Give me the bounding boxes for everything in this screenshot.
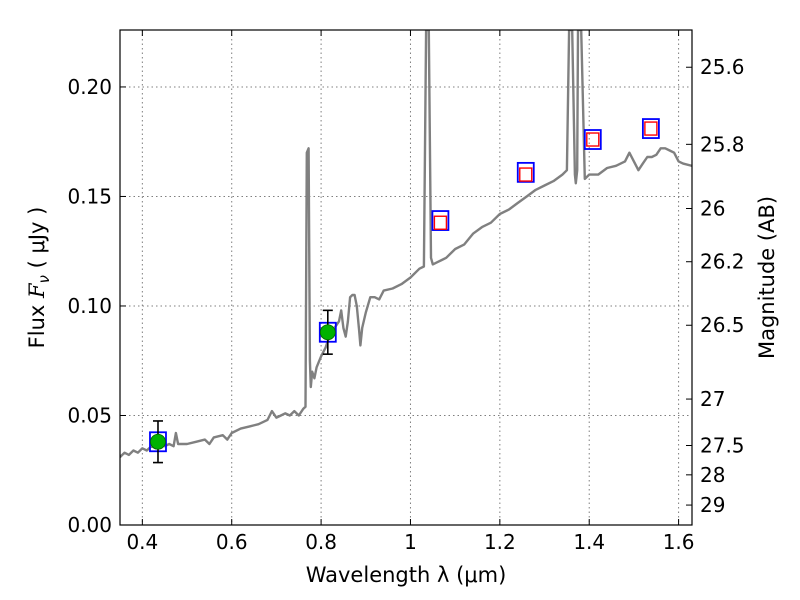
y2-tick-label: 26.2 <box>700 250 745 274</box>
detection-point <box>150 433 166 450</box>
y2-tick-label: 26.5 <box>700 313 745 337</box>
spectrum-line <box>120 30 692 458</box>
y2-tick-label: 26 <box>700 197 725 221</box>
x-tick-label: 0.4 <box>126 530 158 554</box>
y2-tick-label: 29 <box>700 493 725 517</box>
inner-box-marker <box>586 132 600 147</box>
y-tick-label: 0.20 <box>67 75 112 99</box>
model-box-marker <box>641 118 660 139</box>
y-tick-label: 0.10 <box>67 294 112 318</box>
inner-box-marker <box>519 167 533 182</box>
y2-tick-label: 25.8 <box>700 132 745 156</box>
y-axis-title-subscript: ν <box>35 275 53 283</box>
y2-tick-label: 27 <box>700 387 725 411</box>
y-tick-label: 0.15 <box>67 184 112 208</box>
y-tick-label: 0.05 <box>67 403 112 427</box>
model-box-marker <box>583 129 602 150</box>
y-axis-title-prefix: Flux <box>25 298 49 348</box>
x-tick-label: 0.6 <box>216 530 248 554</box>
y-axis-title-symbol: F <box>25 282 49 299</box>
model-box-marker <box>516 161 535 183</box>
y2-tick-label: 28 <box>700 463 725 487</box>
x-tick-label: 1.4 <box>573 530 605 554</box>
detection-point <box>319 324 336 341</box>
y-axis-title-unit: ( μJy ) <box>25 207 49 275</box>
x-tick-label: 1.6 <box>663 530 695 554</box>
inner-box-marker <box>644 121 658 136</box>
ticks: 0.4 0.6 0.8 1 1.2 1.4 1.6 0.00 0.05 0.10 0.15 0.20 2… <box>67 30 745 554</box>
y-tick-label: 0.00 <box>67 513 112 537</box>
plot-area <box>120 30 692 464</box>
y-axis-title: Flux Fν ( μJy ) <box>25 207 53 349</box>
inner-box-marker <box>433 215 448 230</box>
y2-tick-label: 25.6 <box>700 55 745 79</box>
x-tick-label: 1.2 <box>484 530 516 554</box>
model-box-marker <box>431 210 450 231</box>
y2-axis-title: Magnitude (AB) <box>755 196 779 359</box>
y2-tick-label: 27.5 <box>700 433 745 457</box>
x-tick-label: 0.8 <box>305 530 337 554</box>
x-tick-label: 1 <box>404 530 417 554</box>
x-axis-title: Wavelength λ (μm) <box>306 563 507 587</box>
plot-frame <box>119 29 693 526</box>
